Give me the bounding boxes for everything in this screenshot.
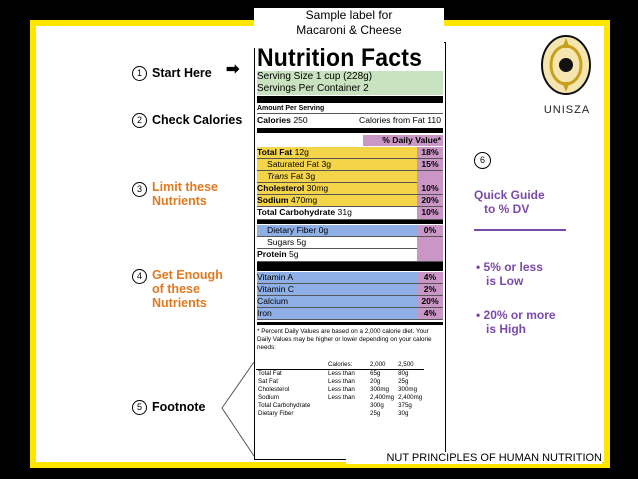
guide-bullet-low: • 5% or less is Low	[476, 260, 543, 288]
step-3-label: Limit these Nutrients	[152, 180, 218, 208]
footnote-cell: 25g	[398, 378, 409, 385]
vitamin-a: Vitamin A 4%	[257, 272, 443, 284]
footnote-cell: 2,000	[370, 361, 386, 368]
divider-bar	[257, 220, 443, 224]
footnote-cell: Calories:	[328, 361, 353, 368]
footnote-cell: Less than	[328, 386, 355, 393]
footnote-cell: 20g	[370, 378, 381, 385]
nutrient-cholesterol: Cholesterol 30mg 10%	[257, 183, 443, 195]
divider-bar	[257, 128, 443, 133]
serving-size: Serving Size 1 cup (228g)	[257, 71, 373, 82]
footnote-cell: Less than	[328, 394, 355, 401]
caption-line1: Sample label for	[305, 8, 393, 22]
footnote-cell: 25g	[370, 410, 381, 417]
nutrient-total-fat: Total Fat 12g 18%	[257, 147, 443, 159]
footnote-cell: Total Fat	[258, 370, 282, 377]
guide-number: 6	[474, 152, 491, 169]
footnote-cell: Less than	[328, 370, 355, 377]
divider-bar	[257, 262, 443, 271]
step-1-label: Start Here	[152, 66, 212, 80]
footnote-cell: 375g	[398, 402, 412, 409]
servings-per-container: Servings Per Container 2	[257, 82, 369, 94]
footnote-cell: Sodium	[258, 394, 279, 401]
footnote-cell: Dietary Fiber	[258, 410, 294, 417]
footer-title: NUT PRINCIPLES OF HUMAN NUTRITION	[346, 452, 602, 464]
calories-value: 250	[293, 115, 308, 125]
divider-bar	[257, 322, 443, 325]
nutrient-saturated-fat: Saturated Fat 3g 15%	[257, 159, 443, 171]
caption-line2: Macaroni & Cheese	[296, 23, 402, 37]
arrow-right-icon: ➡	[226, 61, 240, 78]
calories-label: Calories	[257, 115, 291, 125]
calcium: Calcium 20%	[257, 296, 443, 308]
footnote-cell: 65g	[370, 370, 381, 377]
footnote-table: Calories: 2,000 2,500 Total Fat Less than 65g…	[256, 361, 425, 418]
guide-divider	[474, 229, 566, 231]
guide-bullet-high: • 20% or more is High	[476, 308, 556, 336]
footnote-header-row: Calories: 2,000 2,500	[256, 361, 425, 370]
footnote-cell: Cholesterol	[258, 386, 290, 393]
footnote-cell: 300g	[370, 402, 384, 409]
footnote-cell: 2,500	[398, 361, 414, 368]
footnote-cell: 300mg	[398, 386, 418, 393]
divider-bar	[257, 96, 443, 103]
footnote-row: Cholesterol Less than 300mg 300mg	[256, 386, 424, 394]
nutrient-total-carbohydrate: Total Carbohydrate 31g 10%	[257, 207, 443, 220]
vitamin-c: Vitamin C 2%	[257, 284, 443, 296]
unisza-crest-logo	[541, 35, 591, 95]
nutrient-sugars: Sugars 5g	[257, 237, 443, 249]
nutrient-trans-fat: Trans Fat 3g	[257, 171, 443, 183]
footnote-text: * Percent Daily Values are based on a 2,…	[257, 328, 432, 351]
amount-per-serving: Amount Per Serving	[257, 104, 443, 114]
footnote-cell: Total Carbohydrate	[258, 402, 311, 409]
footnote-cell: 2,400mg	[370, 394, 395, 401]
footnote-cell	[326, 402, 368, 410]
footnote-cell: Less than	[328, 378, 355, 385]
footnote-cell: 300mg	[370, 386, 389, 393]
footnote-cell: 80g	[398, 370, 409, 377]
step-2-label: Check Calories	[152, 113, 243, 127]
nutrient-protein: Protein 5g	[257, 249, 443, 262]
footnote-row: Dietary Fiber 25g 30g	[256, 410, 424, 418]
logo-text: UNISZA	[543, 104, 591, 116]
dv-header: % Daily Value*	[363, 135, 443, 146]
step-4-label: Get Enough of these Nutrients	[152, 268, 223, 310]
step-5-label: Footnote	[152, 400, 206, 414]
quick-guide: Quick Guide to % DV	[474, 188, 545, 216]
footnote-cell	[326, 410, 368, 418]
nutrition-label: Nutrition Facts Serving Size 1 cup (228g…	[254, 42, 446, 460]
footnote-row: Total Fat Less than 65g 80g	[256, 370, 424, 379]
footnote-cell: Sat Fat	[258, 378, 278, 385]
footnote-cell: 30g	[398, 410, 409, 417]
footnote-row: Sodium Less than 2,400mg 2,400mg	[256, 394, 424, 402]
iron: Iron 4%	[257, 308, 443, 320]
dv-header-row: % Daily Value*	[257, 135, 443, 146]
calories-from-fat: Calories from Fat 110	[359, 115, 441, 125]
footnote-bracket	[221, 361, 255, 457]
serving-box: Serving Size 1 cup (228g) Servings Per C…	[257, 71, 443, 95]
calories-row: Calories 250 Calories from Fat 110	[257, 115, 443, 127]
nutrient-sodium: Sodium 470mg 20%	[257, 195, 443, 207]
label-caption: Sample label for Macaroni & Cheese	[254, 8, 444, 48]
footnote-cell: 2,400mg	[398, 394, 423, 401]
step-number: 1	[132, 66, 147, 81]
footnote-row: Total Carbohydrate 300g 375g	[256, 402, 424, 410]
nutrient-dietary-fiber: Dietary Fiber 0g 0%	[257, 225, 443, 237]
nutrition-facts-title: Nutrition Facts	[257, 44, 423, 72]
footnote-row: Sat Fat Less than 20g 25g	[256, 378, 424, 386]
footnote-cell	[256, 361, 326, 370]
